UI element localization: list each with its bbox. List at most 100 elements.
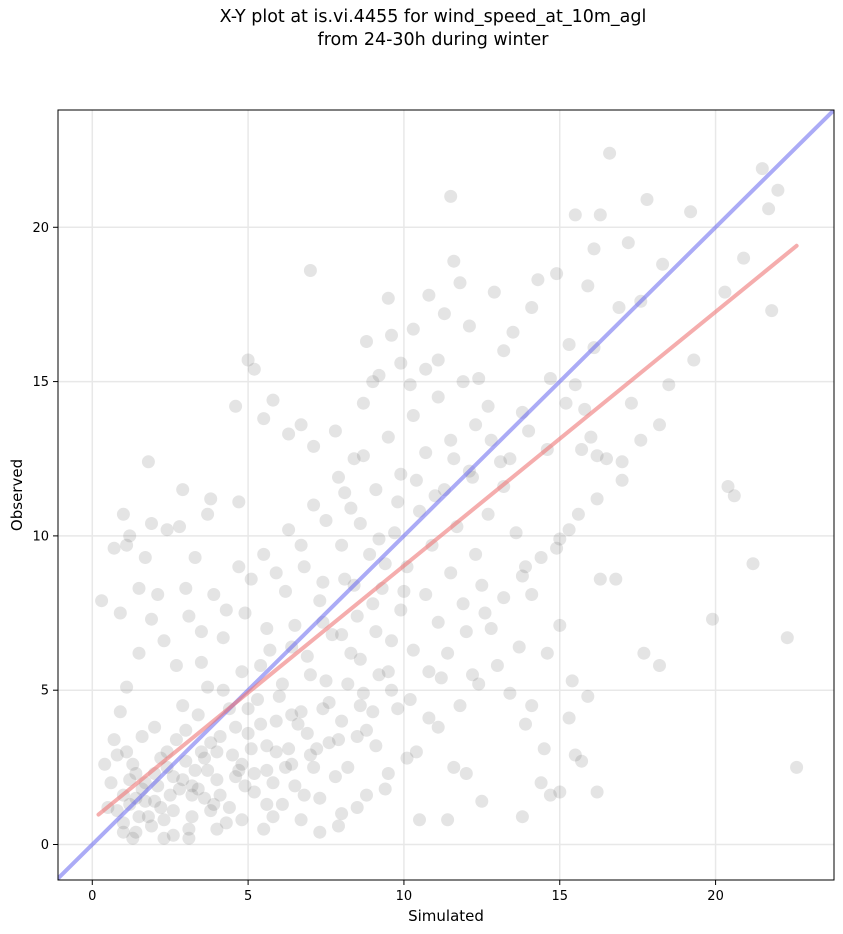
data-point (422, 711, 436, 725)
data-point (587, 242, 601, 256)
data-point (353, 652, 367, 666)
data-point (453, 699, 467, 713)
data-point (437, 307, 451, 321)
data-point (459, 625, 473, 639)
data-point (593, 572, 607, 586)
data-point (543, 788, 557, 802)
data-point (612, 301, 626, 314)
data-point (525, 301, 539, 314)
data-point (406, 643, 420, 657)
plot-frame (57, 109, 835, 881)
data-point (126, 831, 140, 845)
data-point (519, 560, 532, 574)
data-point (275, 797, 289, 811)
data-point (350, 730, 364, 743)
y-axis-label: Observed (8, 459, 26, 531)
grid (58, 110, 834, 880)
data-point (537, 742, 551, 756)
data-point (229, 399, 243, 413)
data-point (721, 480, 735, 493)
data-point (381, 665, 395, 679)
data-point (406, 322, 420, 336)
data-point (684, 205, 698, 219)
data-point (319, 674, 333, 688)
data-point (553, 618, 567, 632)
data-point (687, 353, 701, 367)
data-point (338, 486, 352, 500)
data-point (129, 791, 143, 805)
data-point (141, 810, 155, 824)
data-point (179, 581, 193, 595)
data-point (188, 763, 202, 777)
data-point (194, 655, 208, 669)
axis-ticks: 0 5 10 15 20 0 5 10 15 20 (32, 221, 723, 904)
data-point (360, 335, 373, 348)
data-point (210, 773, 224, 787)
data-point (241, 726, 255, 740)
data-point (176, 699, 190, 713)
data-point (550, 541, 564, 555)
data-point (157, 831, 171, 845)
data-point (409, 473, 423, 487)
data-point (266, 776, 280, 790)
data-point (135, 730, 149, 743)
y-tick-label: 20 (32, 221, 49, 236)
data-point (166, 828, 180, 842)
data-point (219, 816, 233, 830)
data-point (481, 399, 495, 413)
data-point (297, 560, 311, 574)
data-point (353, 699, 367, 713)
data-point (126, 757, 140, 771)
data-point (285, 757, 299, 771)
data-point (562, 711, 576, 725)
data-point (232, 763, 246, 777)
data-point (653, 659, 666, 672)
data-point (478, 606, 492, 620)
data-point (138, 794, 152, 808)
data-point (322, 736, 336, 750)
data-point (260, 763, 274, 777)
data-point (503, 452, 517, 466)
data-point (120, 538, 134, 552)
data-point (434, 671, 448, 685)
data-point (347, 452, 361, 466)
data-point (593, 208, 607, 222)
data-point (394, 467, 408, 481)
data-point (182, 831, 196, 845)
data-point (575, 754, 589, 768)
data-point (522, 424, 536, 438)
data-point (185, 788, 199, 802)
data-point (621, 236, 635, 250)
data-point (571, 507, 585, 521)
y-tick-label: 5 (41, 684, 49, 699)
data-point (385, 328, 398, 342)
data-point (400, 751, 414, 765)
data-point (129, 767, 143, 780)
data-point (481, 507, 495, 521)
data-point (145, 819, 158, 833)
data-point (188, 551, 202, 564)
data-point (356, 686, 370, 700)
data-point (238, 779, 252, 793)
data-point (466, 668, 479, 682)
data-point (198, 751, 211, 765)
data-point (291, 717, 305, 731)
data-point (344, 646, 358, 660)
data-point (266, 393, 280, 407)
data-point (300, 726, 314, 740)
data-point (755, 162, 769, 176)
data-point (466, 470, 479, 484)
data-point (282, 523, 296, 537)
data-point (269, 714, 283, 728)
data-point (506, 325, 520, 339)
data-point (531, 273, 545, 287)
data-point (313, 825, 327, 839)
data-point (204, 736, 218, 750)
data-point (559, 396, 573, 410)
data-point (543, 372, 557, 385)
data-point (198, 791, 211, 805)
data-point (151, 588, 165, 601)
data-point (132, 646, 146, 660)
data-point (456, 375, 470, 389)
data-point (328, 770, 342, 784)
